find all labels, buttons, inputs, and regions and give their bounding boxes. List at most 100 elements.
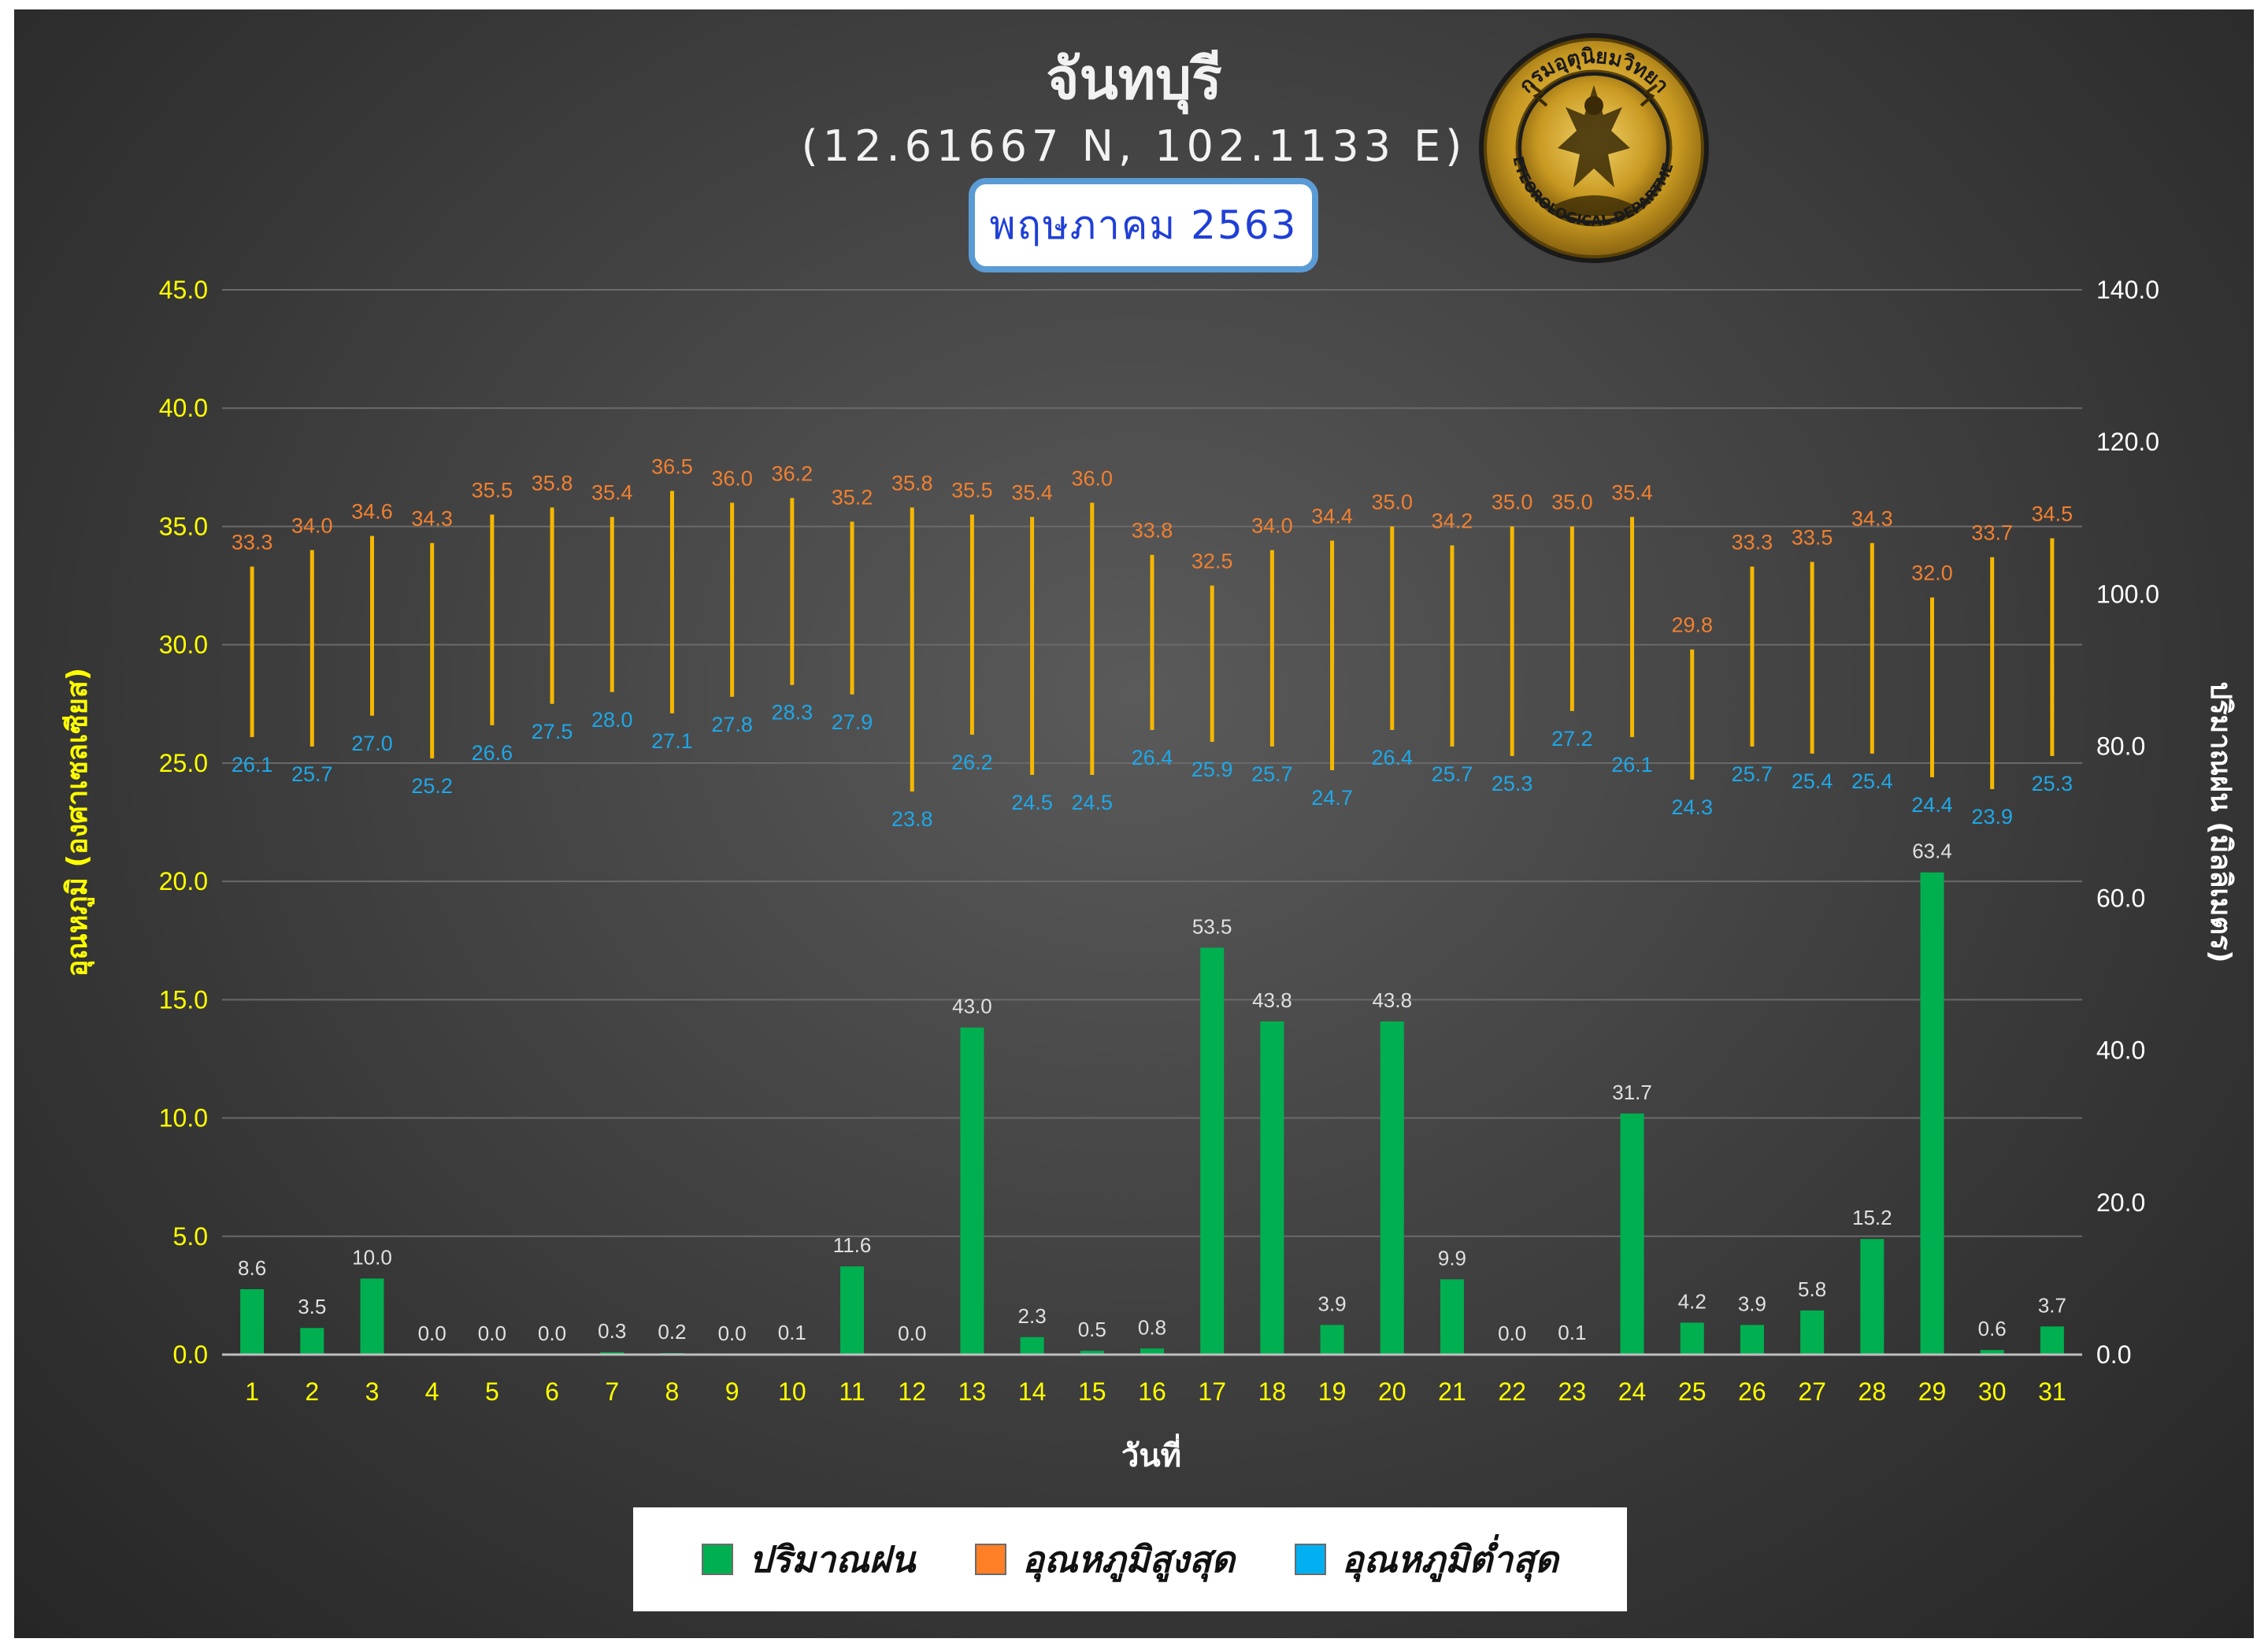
x-tick-label: 1 (245, 1377, 259, 1406)
rain-bar (1140, 1348, 1164, 1355)
min-temp-label: 24.4 (1911, 793, 1953, 817)
rain-bar (840, 1266, 865, 1355)
y-left-tick-label: 20.0 (159, 867, 208, 895)
y-right-axis-title: ปริมาณฝน (มิลลิเมตร) (2204, 681, 2236, 962)
rain-value-label: 43.0 (952, 995, 992, 1018)
x-tick-label: 16 (1138, 1377, 1166, 1406)
rain-bar (1920, 872, 1944, 1355)
rain-value-label: 11.6 (833, 1233, 872, 1257)
x-tick-label: 25 (1678, 1377, 1707, 1406)
rain-value-label: 43.8 (1252, 988, 1292, 1012)
x-tick-label: 11 (839, 1377, 865, 1406)
chart-title: จันทบุรี (1046, 46, 1222, 112)
y-left-tick-label: 40.0 (159, 394, 208, 422)
rain-bar (300, 1328, 324, 1355)
rain-value-label: 15.2 (1852, 1206, 1892, 1229)
gridlines (222, 289, 2082, 1355)
min-temp-label: 25.3 (2032, 772, 2073, 795)
rain-value-label: 3.9 (1318, 1292, 1347, 1315)
x-tick-label: 15 (1078, 1377, 1106, 1406)
rain-value-label: 0.5 (1078, 1318, 1106, 1341)
min-temp-label: 25.2 (411, 774, 453, 798)
max-temp-label: 32.5 (1191, 550, 1233, 573)
rain-bar (1800, 1310, 1825, 1355)
rain-bars (240, 872, 2064, 1355)
y-right-tick-label: 40.0 (2096, 1036, 2145, 1065)
min-temp-label: 23.8 (891, 807, 933, 831)
rain-value-label: 0.1 (1558, 1321, 1586, 1344)
min-temp-label: 25.4 (1792, 769, 1833, 793)
legend-item-rain: ปริมาณฝน (702, 1531, 915, 1589)
max-temp-label: 36.0 (1072, 466, 1114, 490)
rain-value-label: 0.0 (418, 1322, 447, 1345)
min-temp-label: 26.2 (951, 751, 993, 774)
rain-bar (960, 1027, 984, 1355)
x-tick-label: 21 (1438, 1377, 1466, 1406)
x-tick-label: 4 (425, 1377, 439, 1406)
rain-value-label: 0.0 (1498, 1322, 1526, 1345)
x-tick-label: 13 (958, 1377, 987, 1406)
x-tick-label: 19 (1318, 1377, 1347, 1406)
max-temp-label: 33.3 (232, 531, 273, 554)
rain-bar (1020, 1336, 1044, 1355)
y-right-tick-label: 60.0 (2096, 884, 2145, 913)
min-temp-label: 28.3 (772, 701, 813, 725)
legend-item-max-temp: อุณหภูมิสูงสุด (975, 1531, 1235, 1589)
min-temp-label: 26.1 (1611, 753, 1653, 777)
min-temp-label: 25.9 (1191, 758, 1233, 781)
max-temp-label: 36.2 (772, 462, 813, 485)
max-temp-label: 35.0 (1371, 490, 1413, 513)
legend-label-rain: ปริมาณฝน (749, 1537, 916, 1581)
max-temp-label: 34.6 (351, 499, 393, 523)
min-temp-label: 25.3 (1492, 772, 1533, 795)
x-tick-label: 27 (1798, 1377, 1826, 1406)
axes: 0.05.010.015.020.025.030.035.040.045.00.… (61, 276, 2236, 1474)
rain-value-label: 0.3 (598, 1319, 626, 1343)
max-temp-label: 33.5 (1792, 526, 1833, 550)
min-temp-label: 25.7 (1432, 762, 1473, 786)
x-tick-label: 31 (2038, 1377, 2066, 1406)
rain-value-label: 8.6 (238, 1256, 266, 1280)
max-temp-label: 35.8 (891, 471, 933, 495)
rain-value-label: 0.0 (718, 1322, 747, 1345)
y-left-tick-label: 45.0 (159, 276, 208, 304)
max-temp-label: 34.3 (1851, 506, 1893, 530)
min-temp-label: 27.5 (532, 720, 573, 743)
min-temp-label: 24.5 (1072, 791, 1114, 814)
chart-subtitle-coordinates: (12.61667 N, 102.1133 E) (801, 121, 1467, 171)
rain-value-label: 0.6 (1978, 1317, 2007, 1340)
y-left-axis-title: อุณหภูมิ (องศาเซลเซียส) (61, 668, 95, 977)
rain-value-label: 2.3 (1018, 1304, 1047, 1328)
min-temp-label: 28.0 (591, 708, 633, 732)
max-temp-label: 34.0 (291, 513, 333, 537)
chart-legend: ปริมาณฝน อุณหภูมิสูงสุด อุณหภูมิต่ำสุด (633, 1507, 1627, 1611)
legend-swatch-min-temp (1294, 1544, 1326, 1575)
rain-bar (1620, 1113, 1644, 1355)
max-temp-label: 34.4 (1311, 504, 1353, 528)
rain-value-label: 10.0 (352, 1245, 392, 1269)
min-temp-label: 26.1 (232, 753, 273, 777)
rain-value-label: 31.7 (1612, 1081, 1652, 1104)
max-temp-label: 36.0 (711, 466, 753, 490)
max-temp-label: 35.2 (832, 485, 873, 509)
x-tick-label: 14 (1018, 1377, 1047, 1406)
x-tick-label: 6 (545, 1377, 559, 1406)
max-temp-label: 29.8 (1671, 614, 1713, 637)
y-left-tick-label: 25.0 (159, 749, 208, 777)
x-tick-label: 12 (898, 1377, 926, 1406)
max-temp-label: 35.5 (951, 478, 993, 502)
x-tick-label: 20 (1378, 1377, 1406, 1406)
max-temp-label: 34.2 (1432, 509, 1473, 532)
max-temp-label: 35.5 (472, 478, 513, 502)
min-temp-label: 27.2 (1551, 727, 1593, 751)
max-temp-label: 35.0 (1492, 490, 1533, 513)
rain-value-label: 4.2 (1678, 1289, 1707, 1313)
max-temp-label: 33.3 (1732, 531, 1773, 554)
x-tick-label: 9 (725, 1377, 739, 1406)
rain-bar (1320, 1325, 1344, 1355)
rain-value-label: 0.8 (1138, 1315, 1166, 1339)
max-temp-label: 33.7 (1971, 521, 2013, 545)
min-temp-label: 26.4 (1132, 746, 1173, 769)
min-temp-label: 25.7 (1251, 762, 1293, 786)
min-temp-label: 24.3 (1671, 795, 1713, 819)
